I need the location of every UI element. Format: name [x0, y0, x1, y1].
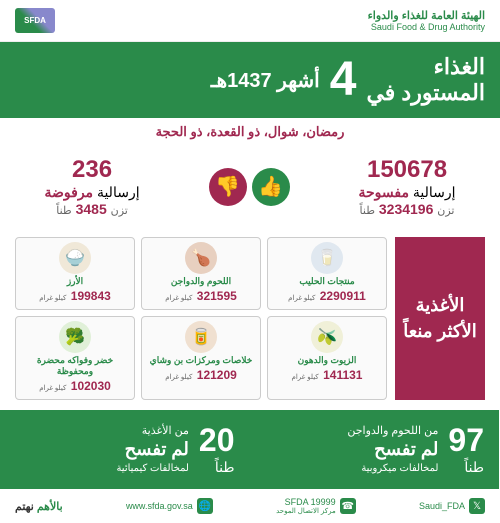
bottom-num: 20 [199, 422, 235, 458]
food-grid: 🥛 منتجات الحليب 2290911 كيلو غرام🍗 اللحو… [15, 237, 387, 400]
food-item: 🫒 الزيوت والدهون 141131 كيلو غرام [267, 316, 387, 400]
food-icon: 🥫 [185, 321, 217, 353]
approved-label: إرسالية مفسوحة [359, 184, 456, 201]
thumb-down-icon: 👎 [209, 168, 247, 206]
approved-count: 150678 [359, 156, 456, 184]
food-name: الأرز [20, 276, 130, 287]
food-value: 141131 [323, 368, 362, 382]
side-label: الأغذية الأكثر منعاً [395, 237, 485, 400]
bottom-block: 20طناً من الأغذيةلم تفسحلمخالفات كيميائي… [0, 410, 250, 489]
rejected-stat: 236 إرسالية مرفوضة تزن 3485 طناً [45, 156, 140, 217]
food-icon: 🍚 [59, 242, 91, 274]
food-item: 🍗 اللحوم والدواجن 321595 كيلو غرام [141, 237, 261, 310]
food-value: 321595 [197, 289, 237, 303]
food-item: 🥛 منتجات الحليب 2290911 كيلو غرام [267, 237, 387, 310]
approved-stat: 150678 إرسالية مفسوحة تزن 3234196 طناً [359, 156, 456, 217]
food-icon: 🥛 [311, 242, 343, 274]
twitter-icon: 𝕏 [469, 498, 485, 514]
food-name: الزيوت والدهون [272, 355, 382, 366]
food-value: 121209 [197, 368, 237, 382]
stats-row: 150678 إرسالية مفسوحة تزن 3234196 طناً 👍… [0, 146, 500, 227]
thumbs-icons: 👍 👎 [209, 168, 290, 206]
title-line2a: المستورد في [366, 80, 485, 106]
bottom-block: 97طناً من اللحوم والدواجنلم تفسحلمخالفات… [250, 410, 500, 489]
footer-web: 🌐 www.sfda.gov.sa [126, 498, 213, 514]
slogan: بالأهم نهتم [15, 500, 63, 513]
title-bar: الغذاء المستورد في 4 أشهر 1437هـ [0, 42, 500, 118]
food-name: خضر وفواكه محضرة ومحفوظة [20, 355, 130, 377]
header: الهيئة العامة للغذاء والدواء Saudi Food … [0, 0, 500, 42]
subtitle: رمضان، شوال، ذو القعدة، ذو الحجة [0, 118, 500, 146]
org-text: الهيئة العامة للغذاء والدواء Saudi Food … [368, 9, 485, 32]
food-item: 🍚 الأرز 199843 كيلو غرام [15, 237, 135, 310]
org-name-ar: الهيئة العامة للغذاء والدواء [368, 9, 485, 22]
big-number: 4 [330, 56, 357, 104]
food-item: 🥦 خضر وفواكه محضرة ومحفوظة 102030 كيلو غ… [15, 316, 135, 400]
org-name-en: Saudi Food & Drug Authority [368, 22, 485, 32]
food-name: منتجات الحليب [272, 276, 382, 287]
food-icon: 🫒 [311, 321, 343, 353]
food-item: 🥫 خلاصات ومركزات بن وشاي 121209 كيلو غرا… [141, 316, 261, 400]
thumb-up-icon: 👍 [252, 168, 290, 206]
food-icon: 🍗 [185, 242, 217, 274]
title-line1: الغذاء [366, 54, 485, 80]
rejected-count: 236 [45, 156, 140, 184]
food-icon: 🥦 [59, 321, 91, 353]
rejected-label: إرسالية مرفوضة [45, 184, 140, 201]
food-value: 2290911 [320, 289, 366, 303]
footer-social: 𝕏 Saudi_FDA [419, 498, 485, 514]
phone-icon: ☎ [340, 498, 356, 514]
food-value: 102030 [71, 379, 111, 393]
food-name: خلاصات ومركزات بن وشاي [146, 355, 256, 366]
bottom-num: 97 [448, 422, 484, 458]
food-value: 199843 [71, 289, 111, 303]
sfda-logo: SFDA [15, 8, 55, 33]
approved-weight: تزن 3234196 طناً [359, 201, 456, 217]
footer: 𝕏 Saudi_FDA ☎ SFDA 19999 مركز الاتصال ال… [0, 489, 500, 523]
months-text: أشهر 1437هـ [211, 68, 320, 93]
globe-icon: 🌐 [197, 498, 213, 514]
bottom-row: 97طناً من اللحوم والدواجنلم تفسحلمخالفات… [0, 410, 500, 489]
foods-section: الأغذية الأكثر منعاً 🥛 منتجات الحليب 229… [0, 227, 500, 410]
food-name: اللحوم والدواجن [146, 276, 256, 287]
rejected-weight: تزن 3485 طناً [45, 201, 140, 217]
title-text: الغذاء المستورد في [366, 54, 485, 106]
